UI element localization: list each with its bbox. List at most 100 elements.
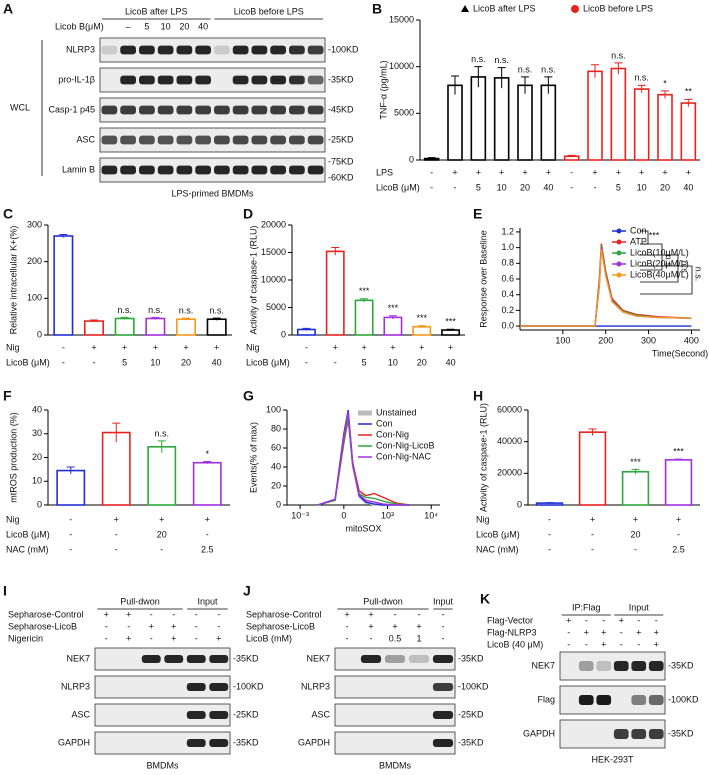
blot-strip [99, 37, 326, 63]
x-tick-label: 300 [641, 335, 656, 345]
bar [192, 461, 222, 506]
condition-value: - [115, 544, 118, 554]
blot-band [360, 655, 382, 663]
size-marker: -35KD [458, 653, 484, 663]
panel-letter: J [243, 583, 251, 599]
caption: HEK-293T [591, 754, 634, 764]
condition-value: - [93, 357, 96, 367]
condition-value: - [305, 357, 308, 367]
y-tick-label: 0 [37, 499, 42, 509]
blot-band [141, 655, 161, 663]
condition-name: Nig [6, 514, 20, 524]
blot-band [101, 105, 118, 115]
size-marker: -25KD [328, 134, 354, 144]
significance: *** [630, 457, 641, 467]
condition-value: 10 [497, 182, 507, 192]
blot-band [270, 135, 286, 145]
y-tick-label: 20 [271, 480, 281, 490]
blot-band [157, 165, 174, 175]
condition-value: + [126, 633, 131, 643]
bar [206, 318, 227, 336]
legend-label: LicoB after LPS [473, 3, 536, 13]
condition-value: - [195, 621, 198, 631]
condition-value: - [62, 357, 65, 367]
condition-value: - [69, 544, 72, 554]
condition-value: - [346, 621, 349, 631]
row-label: NLRP3 [301, 681, 330, 691]
blot-band [613, 728, 629, 740]
condition-value: - [548, 514, 551, 524]
bar [578, 431, 607, 506]
condition-value: + [654, 639, 659, 649]
condition-value: - [442, 633, 445, 643]
blot-band [408, 655, 430, 663]
panel-letter: G [243, 388, 254, 404]
condition-value: 10 [637, 182, 647, 192]
size-marker: -100KD [328, 44, 359, 54]
row-label: NEK7 [531, 660, 555, 670]
blot-band [209, 683, 229, 691]
condition-value: 40 [683, 182, 693, 192]
bar [447, 84, 463, 161]
blot-band [195, 165, 211, 175]
condition-value: + [546, 167, 551, 177]
condition-name: LicoB (μM) [376, 182, 420, 192]
bar [114, 317, 135, 336]
blot-band [157, 75, 174, 85]
condition-value: + [333, 342, 338, 352]
x-tick-label: 10⁻³ [291, 510, 309, 520]
blot-band [251, 165, 268, 175]
condition-value: - [195, 633, 198, 643]
x-tick-label: 10³ [381, 510, 394, 520]
condition-value: + [584, 627, 589, 637]
blot-band [307, 45, 324, 55]
condition-value: - [394, 609, 397, 619]
blot-strip [94, 703, 231, 727]
condition-value: 20 [630, 529, 640, 539]
legend-label: LicoB before LPS [583, 3, 653, 13]
condition-value: - [570, 167, 573, 177]
row-label: Lamin B [62, 164, 95, 174]
condition-value: + [122, 342, 127, 352]
condition-value: - [454, 182, 457, 192]
condition-name: Sepharose-Control [246, 609, 322, 619]
condition-value: + [601, 627, 606, 637]
blot-band [209, 739, 229, 747]
row-label: GAPDH [523, 728, 555, 738]
size-marker: -35KD [233, 653, 259, 663]
blot-band [648, 660, 664, 672]
group-label: Input [197, 596, 218, 606]
blot-band [578, 660, 594, 672]
blot-band [186, 655, 206, 663]
blot-band [432, 655, 454, 663]
condition-value: + [91, 342, 96, 352]
header-label: Licob B(μM) [55, 21, 104, 31]
blot-band [251, 75, 268, 85]
condition-name: Nig [246, 342, 260, 352]
y-tick-label: 10000 [389, 61, 414, 71]
blot-band [613, 660, 629, 672]
condition-value: - [637, 615, 640, 625]
group-label: LicoB before LPS [234, 6, 304, 16]
condition-value: + [344, 609, 349, 619]
condition-value: + [654, 627, 659, 637]
y-tick-label: 100 [27, 293, 42, 303]
y-tick-label: 0.0 [501, 320, 514, 330]
y-tick-label: 5000 [394, 108, 414, 118]
y-axis-label: Activity of caspase-1 (RLU) [248, 225, 258, 334]
header-lane: 40 [198, 21, 208, 31]
size-marker: -25KD [233, 709, 259, 719]
blot-band [307, 75, 324, 85]
condition-value: - [620, 627, 623, 637]
condition-name: LPS [376, 167, 393, 177]
condition-value: + [601, 639, 606, 649]
error-bar [157, 440, 166, 453]
condition-value: - [677, 529, 680, 539]
condition-value: + [205, 514, 210, 524]
condition-name: Flag-Vector [487, 615, 533, 625]
blot-band [648, 728, 664, 740]
header-lane: 20 [179, 21, 189, 31]
significance: n.s. [154, 428, 169, 438]
y-tick-label: 300 [27, 219, 42, 229]
